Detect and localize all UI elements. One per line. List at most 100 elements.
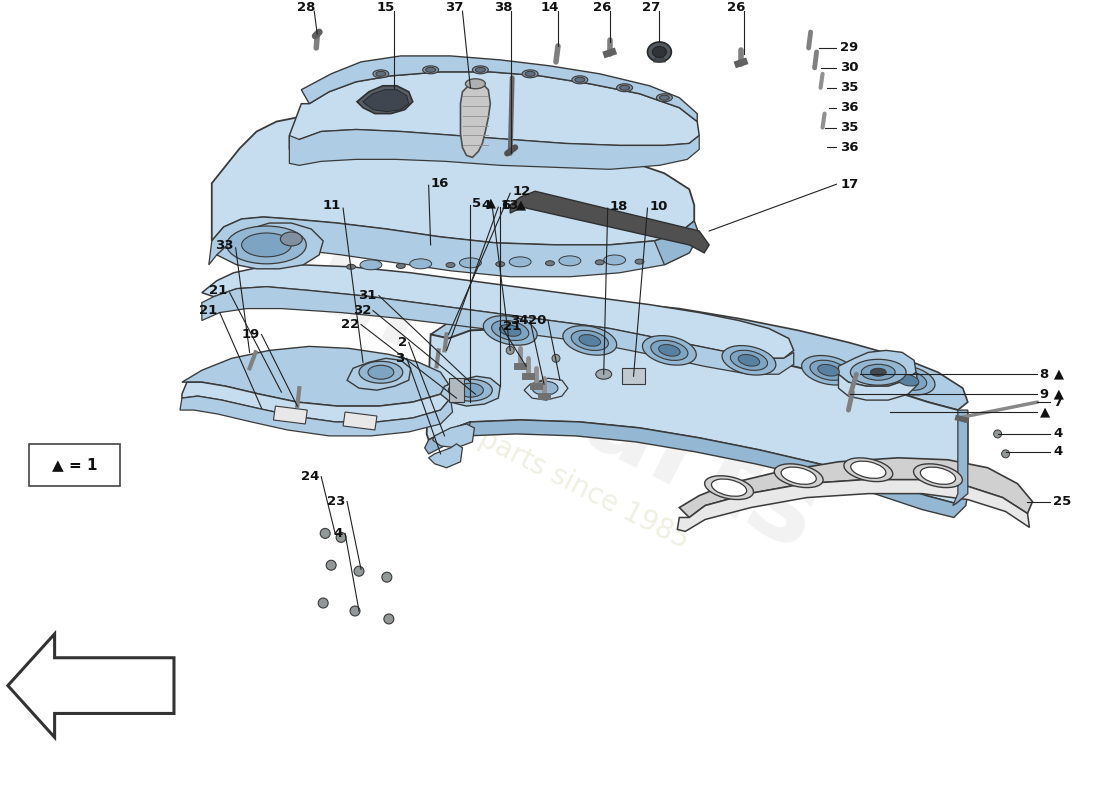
Polygon shape (182, 346, 449, 406)
Polygon shape (289, 72, 700, 150)
Ellipse shape (861, 364, 895, 380)
Text: 8 ▲: 8 ▲ (1041, 368, 1065, 381)
Polygon shape (343, 412, 377, 430)
Ellipse shape (525, 71, 535, 76)
Ellipse shape (449, 379, 493, 401)
Text: 15: 15 (376, 1, 395, 14)
Text: 30: 30 (840, 62, 859, 74)
Ellipse shape (458, 383, 483, 397)
Polygon shape (953, 410, 968, 506)
Ellipse shape (465, 78, 485, 89)
Text: ▲: ▲ (1041, 406, 1050, 418)
Ellipse shape (327, 560, 337, 570)
Ellipse shape (509, 257, 531, 267)
Text: 25: 25 (1054, 495, 1071, 508)
Ellipse shape (483, 316, 537, 346)
Text: 19: 19 (241, 328, 260, 341)
Text: 36: 36 (840, 141, 859, 154)
Text: 20: 20 (528, 314, 546, 327)
Ellipse shape (705, 476, 754, 499)
Ellipse shape (898, 374, 918, 386)
Ellipse shape (617, 84, 632, 92)
Ellipse shape (559, 256, 581, 266)
Ellipse shape (446, 262, 455, 267)
Ellipse shape (522, 70, 538, 78)
Ellipse shape (881, 366, 935, 395)
Polygon shape (838, 372, 918, 400)
Ellipse shape (810, 360, 847, 380)
Polygon shape (274, 406, 307, 424)
Polygon shape (678, 480, 1030, 531)
Ellipse shape (712, 479, 747, 496)
Text: 35: 35 (840, 121, 859, 134)
Text: 26: 26 (593, 1, 611, 14)
FancyBboxPatch shape (449, 378, 464, 402)
Text: 11: 11 (322, 198, 341, 212)
Ellipse shape (373, 70, 388, 78)
Ellipse shape (409, 259, 431, 269)
Ellipse shape (546, 261, 554, 266)
Ellipse shape (659, 95, 670, 100)
Ellipse shape (382, 572, 392, 582)
Text: 29: 29 (840, 42, 859, 54)
Ellipse shape (993, 430, 1002, 438)
Ellipse shape (738, 354, 760, 366)
Text: 16: 16 (430, 177, 449, 190)
Text: 33: 33 (216, 239, 233, 253)
Ellipse shape (844, 458, 893, 482)
Text: 13: 13 (500, 198, 518, 212)
Ellipse shape (781, 467, 816, 484)
Ellipse shape (384, 614, 394, 624)
Ellipse shape (359, 362, 403, 383)
Ellipse shape (496, 262, 505, 266)
Text: 21: 21 (209, 284, 228, 297)
Polygon shape (301, 56, 697, 122)
Ellipse shape (659, 345, 680, 356)
Ellipse shape (472, 66, 488, 74)
Polygon shape (510, 191, 710, 253)
Ellipse shape (619, 86, 629, 90)
Ellipse shape (563, 326, 617, 355)
Text: 27: 27 (642, 1, 661, 14)
Text: 32: 32 (353, 304, 371, 317)
Polygon shape (427, 329, 968, 503)
Ellipse shape (802, 355, 856, 385)
Text: 2: 2 (397, 336, 407, 349)
Text: 18: 18 (609, 200, 628, 213)
Polygon shape (201, 265, 794, 358)
Ellipse shape (280, 232, 302, 246)
Ellipse shape (774, 464, 823, 487)
Ellipse shape (360, 260, 382, 270)
Text: 6 ▲: 6 ▲ (503, 198, 527, 212)
Ellipse shape (651, 340, 688, 361)
Text: 28: 28 (297, 1, 316, 14)
Text: 9 ▲: 9 ▲ (1041, 388, 1065, 401)
Ellipse shape (575, 78, 585, 82)
Text: 37: 37 (446, 1, 464, 14)
Ellipse shape (571, 330, 608, 350)
Ellipse shape (730, 350, 768, 370)
Polygon shape (653, 50, 666, 62)
Polygon shape (432, 424, 474, 448)
Ellipse shape (242, 233, 292, 257)
Polygon shape (8, 634, 174, 738)
Ellipse shape (572, 76, 587, 84)
Ellipse shape (870, 368, 887, 376)
Ellipse shape (499, 325, 521, 336)
Text: 31: 31 (359, 289, 377, 302)
Polygon shape (680, 458, 1033, 518)
Text: 14: 14 (541, 1, 559, 14)
Text: 22: 22 (341, 318, 359, 331)
Polygon shape (180, 396, 452, 436)
Text: 4: 4 (1054, 446, 1063, 458)
Ellipse shape (475, 67, 485, 72)
Text: ▲ = 1: ▲ = 1 (52, 458, 97, 472)
Ellipse shape (850, 461, 886, 478)
Ellipse shape (652, 46, 667, 58)
Ellipse shape (337, 533, 346, 542)
Text: a passion for parts since 1985: a passion for parts since 1985 (307, 339, 694, 554)
Ellipse shape (227, 226, 306, 264)
Polygon shape (425, 422, 471, 454)
Ellipse shape (579, 334, 601, 346)
Polygon shape (289, 130, 700, 170)
